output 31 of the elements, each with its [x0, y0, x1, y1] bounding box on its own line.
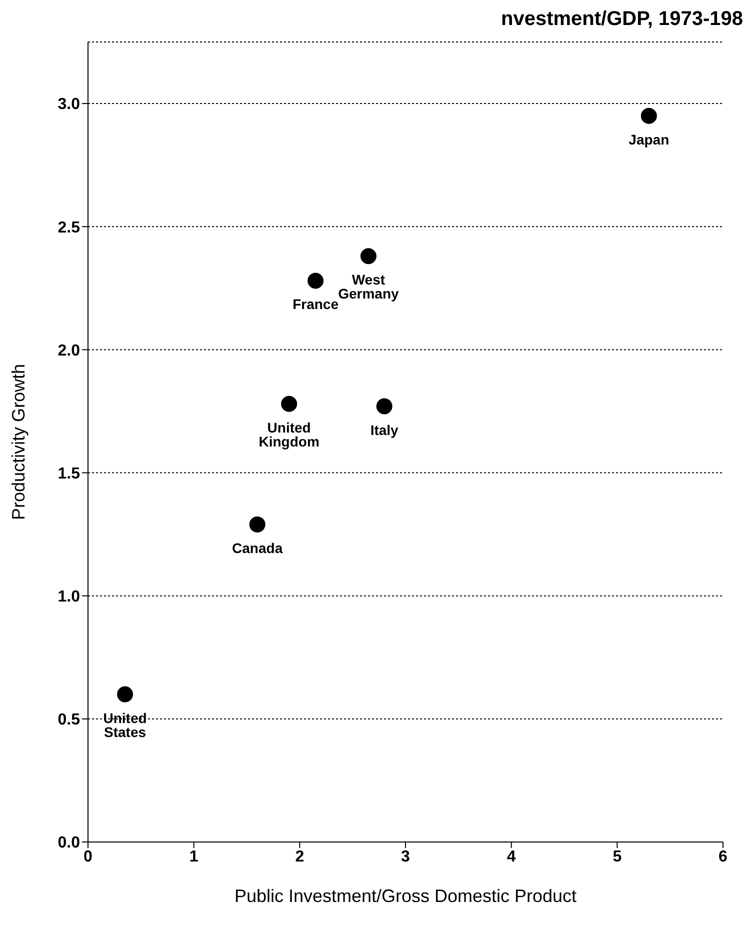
point — [360, 248, 376, 264]
y-axis-title: Productivity Growth — [8, 364, 28, 520]
data-label: Canada — [232, 540, 283, 556]
point — [281, 396, 298, 412]
data-label: United States — [103, 710, 147, 740]
data-label: United Kingdom — [258, 419, 320, 450]
y-tick-label: 1.0 — [58, 588, 80, 606]
x-tick-label: 0 — [84, 848, 93, 866]
x-axis-title: Public Investment/Gross Domestic Product — [234, 886, 577, 906]
y-tick-label: 0.0 — [58, 834, 80, 852]
chart-title: nvestment/GDP, 1973-198 — [500, 8, 743, 32]
x-tick-label: 1 — [189, 848, 198, 866]
y-tick-label: 2.5 — [58, 219, 80, 236]
data-label: France — [292, 296, 339, 312]
y-tick-label: 0.5 — [58, 712, 80, 729]
y-tick-label: 3.0 — [58, 96, 80, 114]
data-label: Italy — [370, 422, 399, 438]
x-tick-label: 4 — [506, 848, 516, 866]
point — [308, 272, 324, 289]
point — [640, 108, 657, 124]
x-tick-label: 5 — [612, 848, 622, 866]
x-tick-label: 6 — [718, 848, 728, 866]
x-tick-label: 3 — [401, 848, 410, 866]
point — [249, 516, 266, 532]
data-label: Japan — [628, 131, 670, 148]
point — [117, 686, 134, 702]
point — [376, 398, 392, 414]
y-tick-label: 2.0 — [58, 342, 80, 360]
x-tick-label: 2 — [295, 848, 304, 866]
data-label: West Germany — [338, 272, 400, 302]
y-tick-label: 1.5 — [58, 465, 80, 482]
